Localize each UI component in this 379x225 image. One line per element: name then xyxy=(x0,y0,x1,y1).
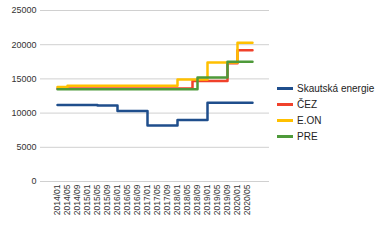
svg-text:5000: 5000 xyxy=(16,142,36,152)
svg-text:2018/01: 2018/01 xyxy=(172,184,182,215)
svg-text:2014/01: 2014/01 xyxy=(52,184,62,215)
svg-text:2019/09: 2019/09 xyxy=(222,184,232,215)
html-text:Skautská energie: Skautská energie xyxy=(297,83,375,94)
svg-text:15000: 15000 xyxy=(11,74,36,84)
svg-text:2016/01: 2016/01 xyxy=(112,184,122,215)
svg-text:2020/05: 2020/05 xyxy=(242,184,252,215)
svg-text:2019/01: 2019/01 xyxy=(202,184,212,215)
html-text:PRE: PRE xyxy=(297,131,318,142)
svg-text:20000: 20000 xyxy=(11,40,36,50)
html-text:ČEZ: ČEZ xyxy=(297,99,317,110)
svg-text:2018/05: 2018/05 xyxy=(182,184,192,215)
svg-text:2017/09: 2017/09 xyxy=(162,184,172,215)
svg-text:2017/01: 2017/01 xyxy=(142,184,152,215)
svg-text:2018/09: 2018/09 xyxy=(192,184,202,215)
svg-text:2014/09: 2014/09 xyxy=(72,184,82,215)
svg-text:2019/05: 2019/05 xyxy=(212,184,222,215)
html-text:E.ON: E.ON xyxy=(297,115,322,126)
svg-text:2016/05: 2016/05 xyxy=(122,184,132,215)
svg-text:2017/05: 2017/05 xyxy=(152,184,162,215)
svg-text:2015/09: 2015/09 xyxy=(102,184,112,215)
svg-text:0: 0 xyxy=(31,176,36,186)
svg-text:2016/09: 2016/09 xyxy=(132,184,142,215)
svg-text:2020/01: 2020/01 xyxy=(232,184,242,215)
svg-text:2015/05: 2015/05 xyxy=(92,184,102,215)
svg-text:2015/01: 2015/01 xyxy=(82,184,92,215)
svg-text:10000: 10000 xyxy=(11,108,36,118)
svg-text:2014/05: 2014/05 xyxy=(62,184,72,215)
svg-text:25000: 25000 xyxy=(11,5,36,15)
